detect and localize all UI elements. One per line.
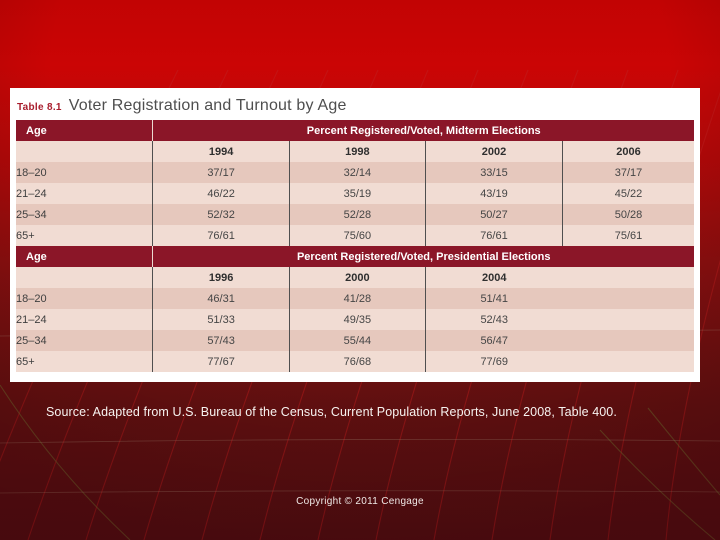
table-caption: Table 8.1 Voter Registration and Turnout… <box>16 93 694 120</box>
value-cell: 50/27 <box>424 204 563 225</box>
value-cell: 51/33 <box>152 309 290 330</box>
value-cell: 46/31 <box>152 288 290 309</box>
age-header-cell: Age <box>16 120 153 141</box>
table-row: 65+ 76/61 75/60 76/61 75/61 <box>16 225 694 246</box>
table-row: 25–34 57/43 55/44 56/47 <box>16 330 694 351</box>
age-cell: 25–34 <box>16 204 153 225</box>
value-cell: 52/28 <box>288 204 426 225</box>
section-header-row: Age Percent Registered/Voted, Presidentia… <box>16 246 694 267</box>
value-cell: 50/28 <box>561 204 694 225</box>
table-title: Voter Registration and Turnout by Age <box>68 97 347 114</box>
table-number-label: Table 8.1 <box>17 102 62 113</box>
value-cell: 52/32 <box>152 204 290 225</box>
age-cell: 65+ <box>16 351 153 372</box>
year-cell: 1998 <box>288 141 426 162</box>
voter-registration-table: Age Percent Registered/Voted, Midterm Ele… <box>16 120 694 372</box>
voter-table-body: Age Percent Registered/Voted, Midterm Ele… <box>16 120 694 372</box>
value-cell: 57/43 <box>152 330 290 351</box>
value-cell <box>562 351 694 372</box>
year-cell: 2004 <box>424 267 563 288</box>
value-cell: 37/17 <box>152 162 290 183</box>
age-cell: 25–34 <box>16 330 153 351</box>
value-cell: 32/14 <box>288 162 426 183</box>
section-title-cell: Percent Registered/Voted, Midterm Electi… <box>152 120 694 141</box>
section-header-row: Age Percent Registered/Voted, Midterm Ele… <box>16 120 694 141</box>
value-cell <box>562 288 694 309</box>
table-panel: Table 8.1 Voter Registration and Turnout… <box>10 88 700 382</box>
age-cell: 21–24 <box>16 183 153 204</box>
value-cell: 55/44 <box>288 330 426 351</box>
value-cell: 76/61 <box>424 225 563 246</box>
value-cell: 37/17 <box>561 162 694 183</box>
year-row-spacer-cell <box>16 267 153 288</box>
table-row: 18–20 46/31 41/28 51/41 <box>16 288 694 309</box>
year-row-spacer-cell <box>16 141 153 162</box>
value-cell: 43/19 <box>424 183 563 204</box>
table-row: 65+ 77/67 76/68 77/69 <box>16 351 694 372</box>
value-cell: 49/35 <box>288 309 426 330</box>
age-cell: 18–20 <box>16 288 153 309</box>
value-cell: 77/69 <box>424 351 563 372</box>
table-row: 25–34 52/32 52/28 50/27 50/28 <box>16 204 694 225</box>
value-cell: 51/41 <box>424 288 563 309</box>
source-text: Source: Adapted from U.S. Bureau of the … <box>46 405 617 419</box>
value-cell: 76/61 <box>152 225 290 246</box>
value-cell: 35/19 <box>288 183 426 204</box>
age-cell: 21–24 <box>16 309 153 330</box>
value-cell: 41/28 <box>288 288 426 309</box>
year-cell <box>562 267 694 288</box>
table-row: 21–24 46/22 35/19 43/19 45/22 <box>16 183 694 204</box>
value-cell: 33/15 <box>424 162 563 183</box>
value-cell: 52/43 <box>424 309 563 330</box>
year-cell: 2000 <box>288 267 426 288</box>
year-row: 1994 1998 2002 2006 <box>16 141 694 162</box>
value-cell <box>562 309 694 330</box>
age-cell: 65+ <box>16 225 153 246</box>
value-cell: 46/22 <box>152 183 290 204</box>
year-cell: 1994 <box>152 141 290 162</box>
section-title-cell: Percent Registered/Voted, Presidential E… <box>152 246 694 267</box>
value-cell: 75/61 <box>561 225 694 246</box>
year-row: 1996 2000 2004 <box>16 267 694 288</box>
value-cell: 56/47 <box>424 330 563 351</box>
age-cell: 18–20 <box>16 162 153 183</box>
value-cell: 45/22 <box>561 183 694 204</box>
table-row: 18–20 37/17 32/14 33/15 37/17 <box>16 162 694 183</box>
value-cell: 75/60 <box>288 225 426 246</box>
value-cell: 77/67 <box>152 351 290 372</box>
table-row: 21–24 51/33 49/35 52/43 <box>16 309 694 330</box>
value-cell: 76/68 <box>288 351 426 372</box>
value-cell <box>562 330 694 351</box>
year-cell: 2002 <box>424 141 563 162</box>
year-cell: 1996 <box>152 267 290 288</box>
copyright-text: Copyright © 2011 Cengage <box>296 496 424 507</box>
age-header-cell: Age <box>16 246 153 267</box>
year-cell: 2006 <box>561 141 694 162</box>
